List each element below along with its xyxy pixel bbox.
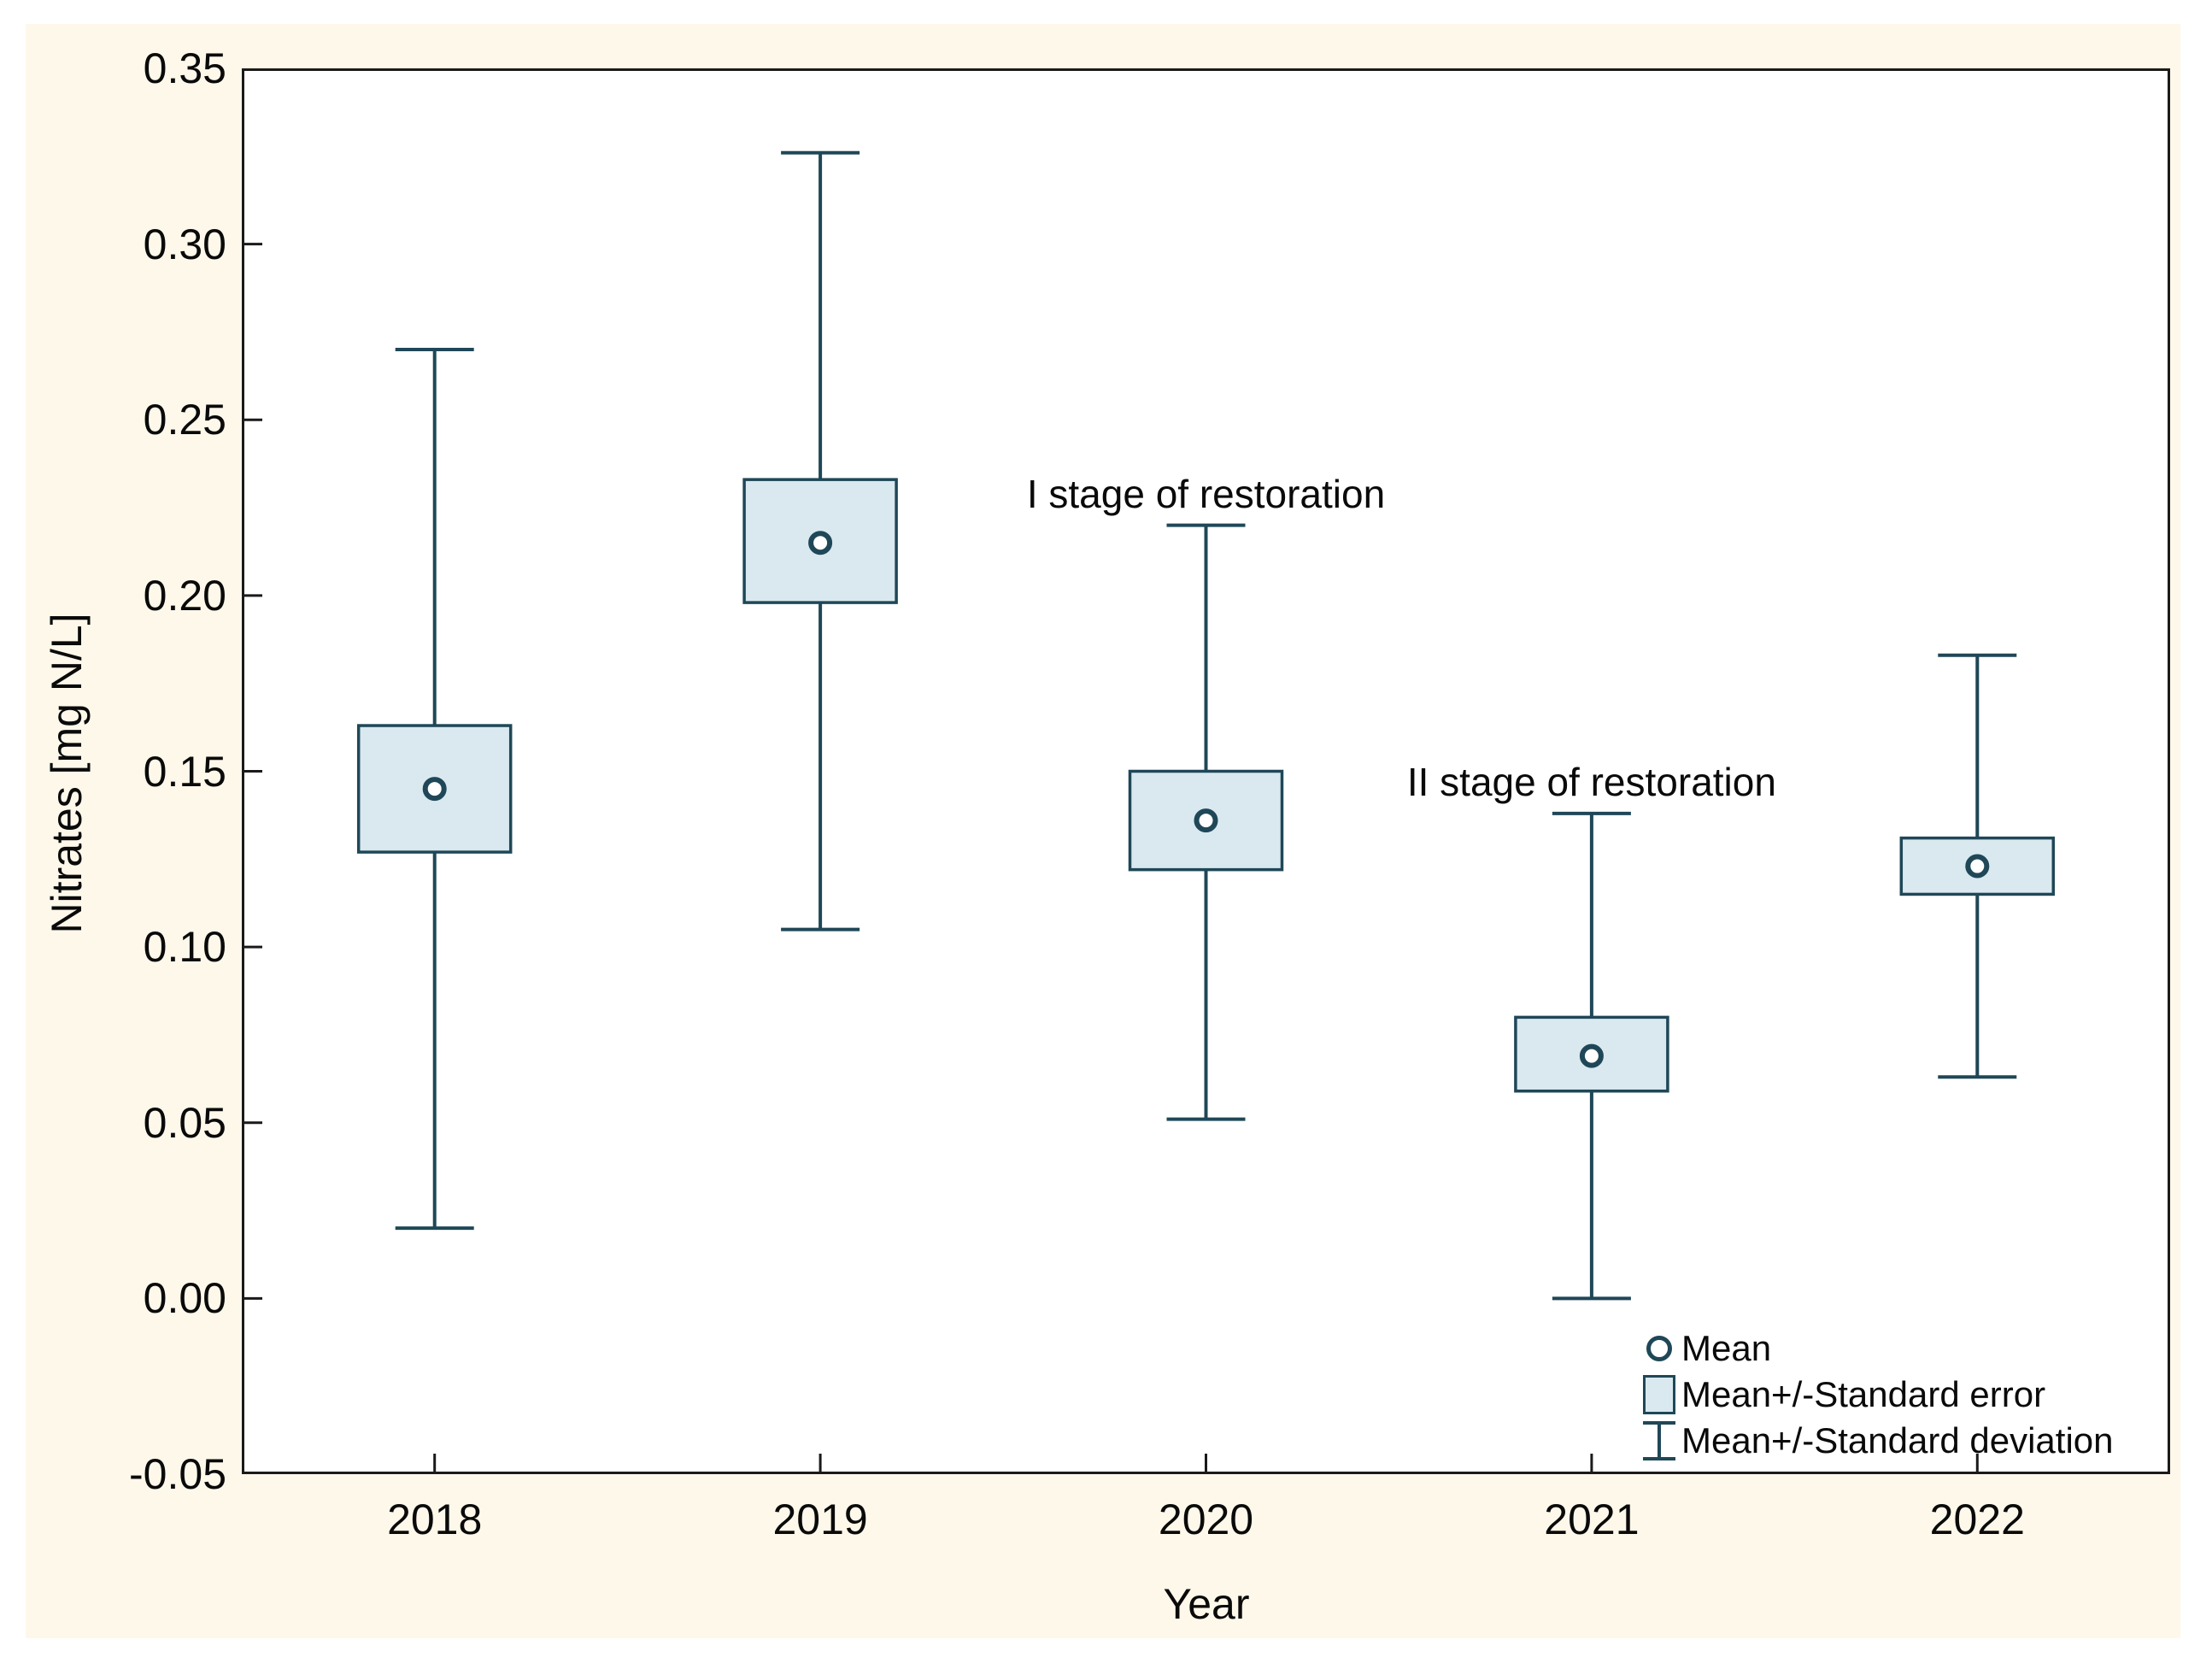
legend-item-standard-error: Mean+/-Standard error: [1637, 1372, 2114, 1418]
box-whisker-chart: [242, 68, 2170, 1474]
y-tick-label: 0.05: [143, 1098, 226, 1147]
y-tick-label: 0.15: [143, 747, 226, 796]
y-tick-label: 0.35: [143, 44, 226, 92]
y-tick-label: 0.25: [143, 396, 226, 444]
x-axis-title: Year: [1163, 1580, 1250, 1628]
y-axis-title: Nitrates [mg N/L]: [43, 613, 91, 934]
mean-marker: [422, 777, 447, 802]
x-category-label: 2021: [1544, 1496, 1640, 1543]
mean-circle-icon: [1646, 1336, 1672, 1361]
legend-item-standard-deviation: Mean+/-Standard deviation: [1637, 1418, 2114, 1464]
legend-label-mean: Mean: [1681, 1328, 1772, 1368]
stage-annotation: II stage of restoration: [1406, 759, 1776, 804]
x-category-label: 2022: [1929, 1496, 2025, 1543]
stage-annotation: I stage of restoration: [1026, 471, 1386, 516]
legend: Mean Mean+/-Standard error Mean+/-Standa…: [1637, 1325, 2114, 1464]
y-tick-label: 0.00: [143, 1274, 226, 1323]
x-category-label: 2018: [387, 1496, 483, 1543]
mean-marker: [808, 531, 833, 555]
x-category-label: 2020: [1158, 1496, 1254, 1543]
y-tick-label: 0.30: [143, 220, 226, 268]
x-category-label: 2019: [772, 1496, 868, 1543]
legend-label-standard-error: Mean+/-Standard error: [1681, 1374, 2046, 1414]
standard-deviation-whisker-icon: [1643, 1421, 1675, 1460]
mean-marker: [1194, 808, 1218, 833]
mean-marker: [1965, 854, 1990, 879]
standard-error-box-icon: [1643, 1375, 1675, 1414]
legend-label-standard-deviation: Mean+/-Standard deviation: [1681, 1420, 2114, 1460]
y-tick-label: 0.20: [143, 571, 226, 620]
legend-item-mean: Mean: [1637, 1325, 2114, 1372]
mean-marker: [1579, 1043, 1604, 1068]
y-tick-label: 0.10: [143, 923, 226, 972]
y-tick-label: -0.05: [129, 1450, 226, 1498]
